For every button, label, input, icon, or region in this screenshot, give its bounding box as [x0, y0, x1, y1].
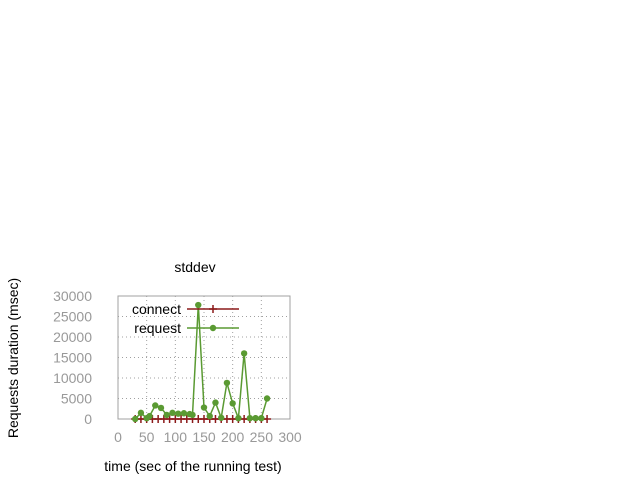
x-axis-label: time (sec of the running test) — [104, 458, 281, 474]
series-group — [131, 301, 272, 423]
x-tick-label: 50 — [139, 429, 155, 445]
request-point — [180, 410, 188, 417]
request-point — [163, 411, 170, 419]
y-tick-label: 25000 — [53, 309, 92, 325]
grid-lines — [118, 296, 290, 419]
request-point — [246, 414, 254, 422]
request-point — [169, 409, 176, 417]
request-point — [206, 412, 213, 420]
request-point — [212, 399, 219, 406]
request-point — [263, 395, 271, 402]
y-tick-labels: 0 5000 10000 15000 20000 25000 30000 — [53, 288, 92, 427]
request-point — [137, 409, 145, 417]
request-point — [189, 411, 196, 419]
y-tick-label: 20000 — [53, 329, 92, 345]
x-tick-label: 200 — [221, 429, 245, 445]
legend-label-request: request — [134, 320, 181, 336]
request-point — [209, 324, 217, 332]
request-point — [152, 402, 159, 409]
request-point — [229, 400, 236, 407]
request-point — [218, 414, 225, 421]
x-tick-label: 150 — [192, 429, 216, 445]
request-point — [258, 414, 265, 422]
chart-title: stddev — [174, 259, 215, 275]
y-tick-label: 5000 — [61, 391, 92, 407]
request-point — [146, 412, 153, 420]
x-tick-labels: 0 50 100 150 200 250 300 — [114, 429, 302, 445]
request-point — [175, 410, 182, 417]
request-point — [200, 404, 208, 411]
y-tick-label: 30000 — [53, 288, 92, 304]
legend-label-connect: connect — [132, 301, 181, 317]
request-point — [240, 350, 248, 357]
y-axis-label: Requests duration (msec) — [5, 278, 21, 438]
connect-point — [209, 305, 217, 313]
legend: connect request — [132, 301, 239, 336]
x-tick-label: 300 — [278, 429, 302, 445]
request-point — [132, 415, 139, 423]
x-tick-label: 100 — [164, 429, 188, 445]
request-point — [235, 414, 242, 422]
request-point — [252, 414, 259, 422]
request-point — [195, 301, 202, 309]
x-tick-label: 250 — [250, 429, 274, 445]
y-tick-label: 10000 — [53, 370, 92, 386]
request-point — [157, 404, 165, 412]
request-point — [223, 379, 231, 387]
y-tick-label: 0 — [84, 411, 92, 427]
y-tick-label: 15000 — [53, 350, 92, 366]
x-tick-label: 0 — [114, 429, 122, 445]
